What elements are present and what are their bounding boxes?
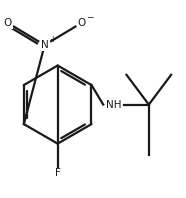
Text: F: F <box>55 168 61 178</box>
Text: +: + <box>49 35 55 44</box>
Text: −: − <box>86 12 93 21</box>
Text: N: N <box>41 40 49 50</box>
Text: O: O <box>3 18 12 28</box>
Text: O: O <box>78 18 86 28</box>
Text: NH: NH <box>106 100 121 109</box>
